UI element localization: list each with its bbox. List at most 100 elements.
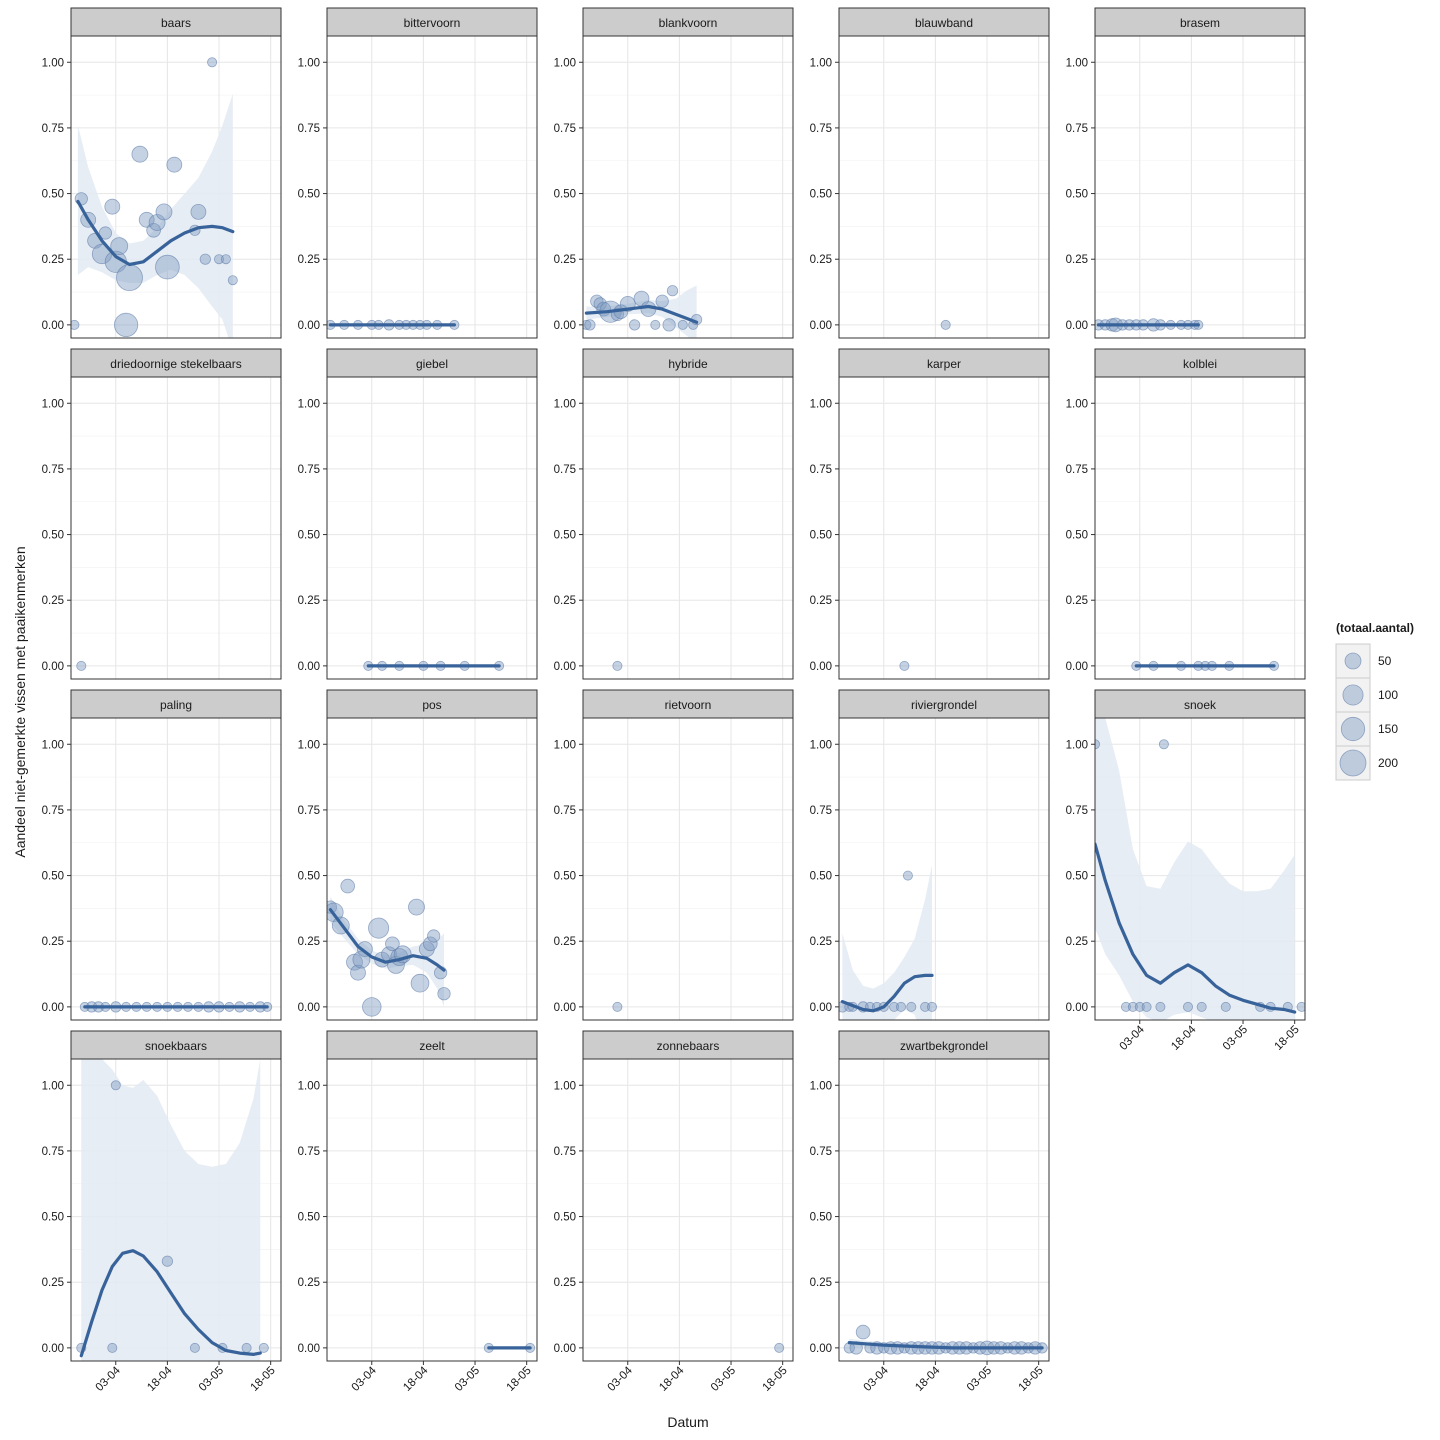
data-point — [189, 1342, 200, 1353]
facet-strip — [582, 1030, 794, 1060]
grid-lines — [583, 36, 793, 338]
x-tick-label: 18-04 — [913, 1364, 943, 1394]
panel-plot-area — [899, 660, 910, 671]
legend-symbol — [1340, 716, 1366, 742]
data-point — [352, 950, 371, 969]
data-point — [896, 1001, 907, 1012]
facet-brasem: brasem 0.00 0.25 0.50 0.75 1.00 — [1066, 7, 1306, 339]
y-tick-label: 0.25 — [298, 254, 320, 266]
data-point — [584, 319, 596, 331]
facet-title: driedoornige stekelbaars — [110, 357, 241, 371]
panel-border — [326, 1058, 538, 1362]
data-point — [1155, 1001, 1166, 1012]
data-point — [258, 1342, 269, 1353]
grid-lines — [71, 718, 281, 1020]
grid-lines — [327, 1059, 537, 1361]
y-axis-title: Aandeel niet-gemerkte vissen met paaiken… — [12, 546, 28, 857]
grid-lines — [71, 377, 281, 679]
data-point — [107, 1342, 118, 1353]
y-tick-label: 0.75 — [42, 1146, 64, 1158]
data-point — [110, 1080, 121, 1091]
data-point — [1121, 1001, 1132, 1012]
data-point — [114, 312, 139, 337]
data-point — [650, 319, 661, 330]
panel-border — [326, 717, 538, 1021]
y-tick-label: 0.25 — [810, 936, 832, 948]
data-point — [340, 878, 356, 894]
legend-item: 50 — [1335, 643, 1392, 679]
y-tick-label: 1.00 — [810, 1080, 832, 1092]
data-point — [161, 1255, 173, 1267]
facet-karper: karper 0.00 0.25 0.50 0.75 1.00 — [810, 348, 1050, 680]
grid-lines — [583, 377, 793, 679]
data-point — [628, 319, 641, 331]
data-point — [889, 1001, 900, 1012]
y-tick-label: 0.25 — [1066, 936, 1088, 948]
y-tick-label: 0.25 — [42, 1277, 64, 1289]
data-point — [207, 57, 218, 68]
data-point — [927, 1001, 938, 1012]
panel-plot-area — [1095, 317, 1204, 333]
data-point — [1220, 1001, 1231, 1012]
data-point — [437, 987, 451, 1001]
y-tick-label: 0.00 — [810, 1002, 832, 1014]
panel-border — [838, 376, 1050, 680]
y-tick-label: 0.50 — [298, 871, 320, 883]
x-tick-label: 18-04 — [145, 1364, 175, 1394]
y-tick-label: 0.75 — [554, 123, 576, 135]
smooth-line — [328, 908, 446, 972]
panel-border — [70, 717, 282, 1021]
facet-baars: baars 0.00 0.25 0.50 0.75 1.00 — [42, 7, 282, 339]
x-tick-label: 03-05 — [453, 1365, 482, 1394]
y-tick-label: 0.25 — [810, 595, 832, 607]
x-tick-label: 18-05 — [1273, 1024, 1302, 1053]
panel-border — [838, 717, 1050, 1021]
panel-plot-area — [76, 660, 87, 671]
data-point — [422, 936, 438, 952]
y-tick-label: 0.25 — [810, 254, 832, 266]
facet-kolblei: kolblei 0.00 0.25 0.50 0.75 1.00 — [1066, 348, 1306, 680]
panel-border — [1094, 376, 1306, 680]
y-tick-label: 0.25 — [42, 936, 64, 948]
x-tick-label: 03-04 — [862, 1364, 892, 1394]
y-tick-label: 0.00 — [554, 1002, 576, 1014]
panel-background — [839, 718, 1049, 1020]
y-tick-label: 0.00 — [298, 1002, 320, 1014]
y-tick-label: 0.75 — [298, 464, 320, 476]
y-tick-label: 0.50 — [1066, 530, 1088, 542]
y-tick-label: 0.50 — [42, 871, 64, 883]
y-tick-label: 0.25 — [810, 1277, 832, 1289]
facet-strip — [70, 7, 282, 37]
y-tick-label: 0.00 — [298, 1343, 320, 1355]
y-tick-label: 1.00 — [298, 398, 320, 410]
legend-item: 200 — [1335, 745, 1398, 781]
y-tick-label: 0.75 — [298, 1146, 320, 1158]
smooth-line — [1095, 842, 1297, 1014]
y-tick-label: 0.00 — [554, 1343, 576, 1355]
legend-key — [1335, 643, 1371, 679]
panel-background — [327, 1059, 537, 1361]
y-tick-label: 0.25 — [1066, 595, 1088, 607]
panel-background — [327, 36, 537, 338]
y-tick-label: 1.00 — [42, 57, 64, 69]
facet-strip — [326, 7, 538, 37]
panel-border — [70, 376, 282, 680]
y-tick-label: 1.00 — [810, 398, 832, 410]
y-tick-label: 1.00 — [554, 1080, 576, 1092]
y-tick-label: 1.00 — [298, 57, 320, 69]
facet-pos: pos 0.00 0.25 0.50 0.75 1.00 — [298, 689, 538, 1021]
y-tick-label: 1.00 — [554, 398, 576, 410]
grid-lines — [839, 36, 1049, 338]
facet-title: pos — [422, 698, 441, 712]
data-point — [131, 145, 149, 163]
x-tick-label: 03-05 — [1221, 1024, 1250, 1053]
panel-border — [582, 1058, 794, 1362]
y-tick-label: 0.75 — [1066, 464, 1088, 476]
smooth-line — [79, 1249, 262, 1358]
data-point — [920, 1001, 931, 1012]
panel-border — [70, 1058, 282, 1362]
x-tick-label: 18-05 — [1017, 1365, 1046, 1394]
panel-plot-area — [71, 57, 238, 338]
y-tick-label: 0.75 — [810, 123, 832, 135]
